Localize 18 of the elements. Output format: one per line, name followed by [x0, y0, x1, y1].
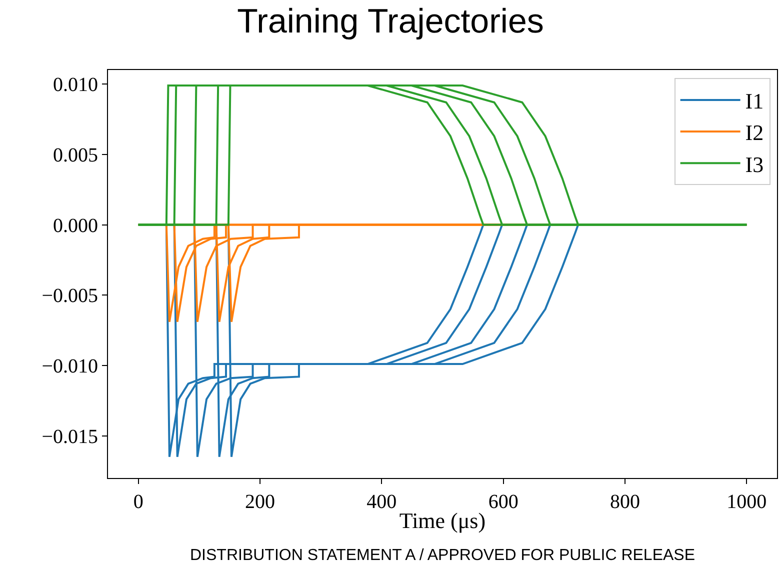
- y-tick-label: −0.010: [42, 355, 98, 378]
- x-tick-label: 200: [245, 491, 276, 513]
- x-tick-label: 400: [366, 491, 397, 513]
- y-tick-label: −0.005: [42, 285, 98, 308]
- legend-label: I1: [745, 88, 764, 114]
- text: DISTRIBUTION STATEMENT A / APPROVED FOR PUBLIC RELEASE: [190, 547, 695, 564]
- x-tick-label: 600: [488, 491, 518, 513]
- x-tick-label: 1000: [726, 491, 767, 513]
- chart-title: Training Trajectories: [237, 2, 544, 40]
- x-tick-label: 0: [133, 491, 144, 513]
- legend-label: I3: [745, 152, 764, 177]
- y-tick-label: −0.015: [42, 426, 98, 448]
- legend-label: I2: [745, 120, 764, 146]
- y-tick-label: 0.010: [53, 74, 98, 96]
- y-tick-label: 0.005: [53, 144, 98, 166]
- x-tick-label: 800: [610, 491, 640, 513]
- y-tick-label: 0.000: [53, 214, 98, 237]
- x-axis-title: Time (μs): [399, 508, 486, 533]
